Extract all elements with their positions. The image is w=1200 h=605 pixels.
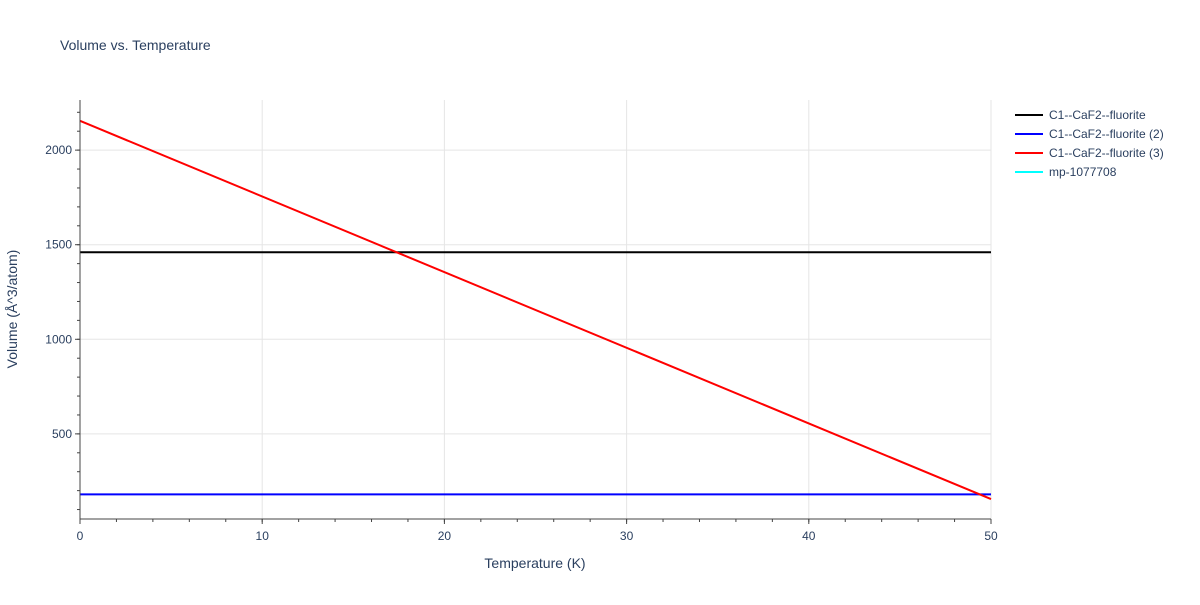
x-tick-label: 50 [984,529,998,543]
x-tick-label: 10 [256,529,270,543]
series-line-3 [79,119,992,501]
legend-label[interactable]: mp-1077708 [1049,165,1117,179]
y-tick-label: 1000 [45,332,72,346]
grid-layer [80,100,992,519]
x-tick-label: 30 [620,529,634,543]
y-tick-label: 2000 [45,143,72,157]
legend: C1--CaF2--fluorite C1--CaF2--fluorite (2)… [1015,108,1164,179]
legend-label[interactable]: C1--CaF2--fluorite (3) [1049,146,1164,160]
legend-label[interactable]: C1--CaF2--fluorite [1049,108,1146,122]
y-tick-label: 500 [52,427,72,441]
chart-title: Volume vs. Temperature [60,37,211,53]
y-tick-label: 1500 [45,238,72,252]
legend-label[interactable]: C1--CaF2--fluorite (2) [1049,127,1164,141]
x-tick-label: 20 [438,529,452,543]
series-layer [79,119,992,501]
x-tick-label: 40 [802,529,816,543]
axis-layer: 0 10 20 30 40 50 500 1000 1500 2000 [45,100,998,543]
x-axis-title: Temperature (K) [484,555,585,571]
x-tick-label: 0 [77,529,84,543]
y-axis-title: Volume (Å^3/atom) [4,250,20,369]
